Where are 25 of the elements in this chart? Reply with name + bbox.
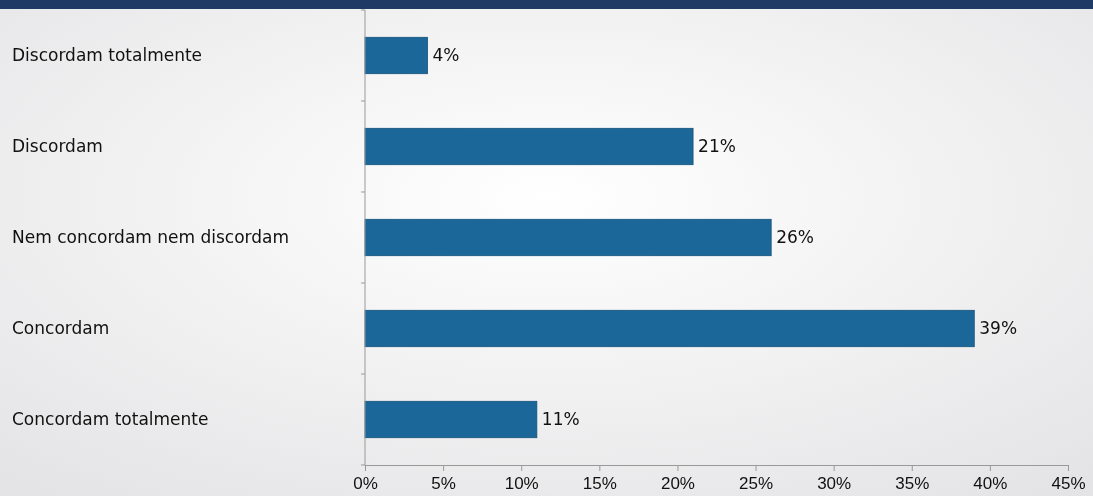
x-tick-label: 30%	[817, 474, 852, 494]
y-tick-label: Discordam	[12, 136, 103, 157]
x-tick-label: 45%	[1051, 474, 1086, 494]
bar	[364, 127, 694, 166]
data-label: 39%	[979, 318, 1018, 339]
bar	[364, 218, 772, 257]
x-tick-label: 40%	[973, 474, 1008, 494]
bar	[364, 36, 428, 75]
data-label: 21%	[698, 136, 736, 157]
y-tick-label: Concordam	[12, 318, 110, 339]
x-tick-label: 0%	[353, 474, 378, 494]
x-tick-label: 25%	[739, 474, 774, 494]
x-tick-label: 35%	[895, 474, 930, 494]
x-tick-label: 15%	[582, 474, 617, 494]
x-tick-label: 20%	[660, 474, 695, 494]
data-label: 26%	[776, 227, 814, 248]
y-tick-label: Concordam totalmente	[12, 409, 209, 430]
data-label: 11%	[541, 409, 580, 430]
x-tick-label: 5%	[431, 474, 456, 494]
bar	[364, 400, 538, 439]
y-tick-label: Nem concordam nem discordam	[12, 227, 290, 248]
data-label: 4%	[432, 45, 460, 66]
x-tick-label: 10%	[504, 474, 539, 494]
bar	[364, 309, 975, 348]
y-tick-label: Discordam totalmente	[12, 45, 203, 66]
